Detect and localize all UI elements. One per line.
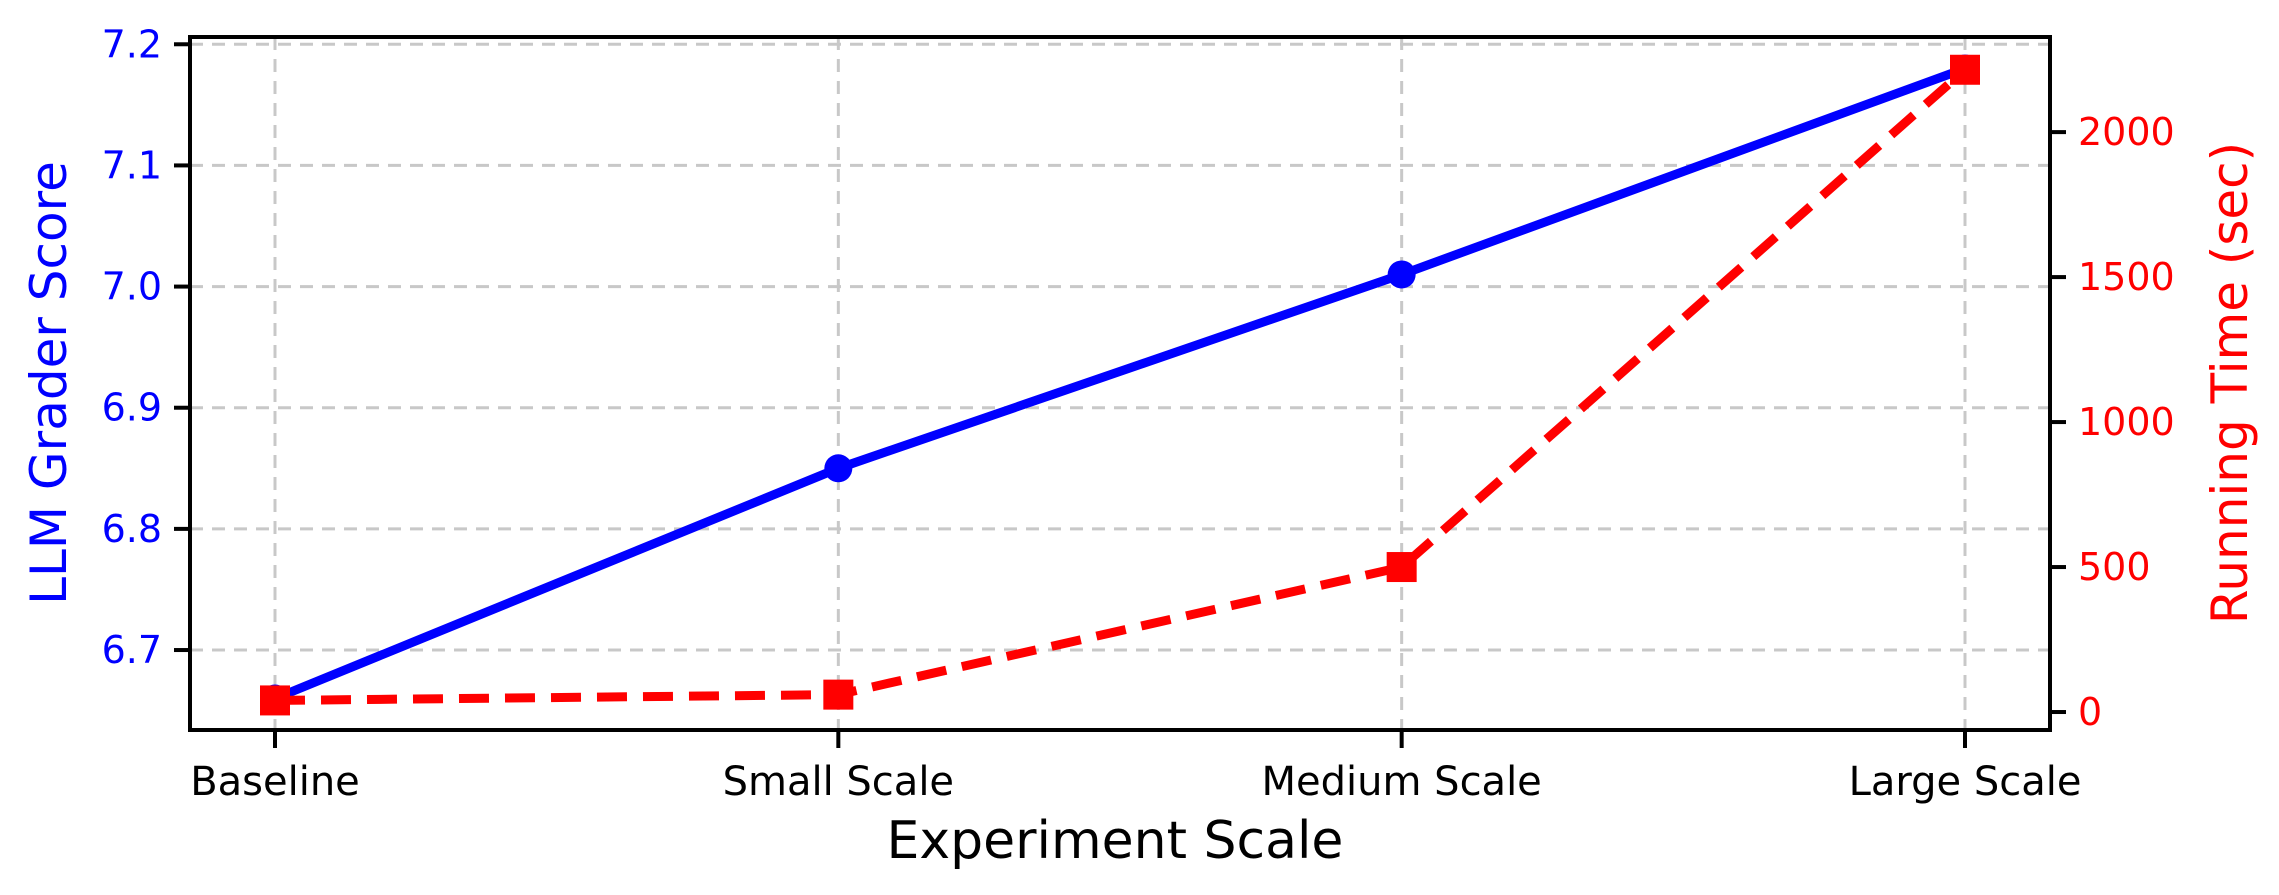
left-tick-label: 7.0 — [102, 265, 162, 309]
data-point-circle-marker — [824, 454, 853, 483]
grid-layer — [190, 37, 2050, 730]
data-point-circle-marker — [1387, 260, 1416, 289]
right-tick-label: 1500 — [2078, 255, 2175, 299]
x-category-label: Medium Scale — [1262, 759, 1542, 805]
left-tick-label: 7.2 — [102, 22, 162, 66]
plot-border — [188, 35, 2052, 732]
data-point-square-marker — [260, 685, 290, 716]
x-axis-title: Experiment Scale — [887, 811, 1344, 871]
left-tick-label: 7.1 — [102, 143, 162, 187]
right-axis-title: Running Time (sec) — [2201, 142, 2259, 624]
right-tick-label: 2000 — [2078, 110, 2175, 154]
frame-layer — [188, 35, 2052, 732]
data-point-square-marker — [1950, 54, 1980, 85]
data-point-square-marker — [823, 679, 854, 710]
left-tick-label: 6.9 — [102, 386, 162, 430]
x-category-label: Baseline — [190, 759, 360, 805]
series-layer — [260, 54, 1980, 716]
left-axis-title: LLM Grader Score — [20, 161, 78, 605]
x-category-label: Large Scale — [1849, 759, 2082, 805]
running-time-line — [274, 66, 1968, 705]
x-category-label: Small Scale — [723, 759, 954, 805]
ticks-layer: 6.7 6.8 6.9 7.0 7.1 7.2 0 500 1000 1500 2000 Baseli… — [102, 22, 2175, 805]
left-tick-label: 6.8 — [102, 507, 162, 551]
right-tick-label: 1000 — [2078, 400, 2175, 444]
right-tick-label: 500 — [2078, 545, 2151, 589]
right-tick-label: 0 — [2078, 690, 2102, 734]
score-line — [273, 64, 1967, 703]
left-tick-label: 6.7 — [102, 628, 162, 672]
data-point-square-marker — [1386, 552, 1417, 583]
